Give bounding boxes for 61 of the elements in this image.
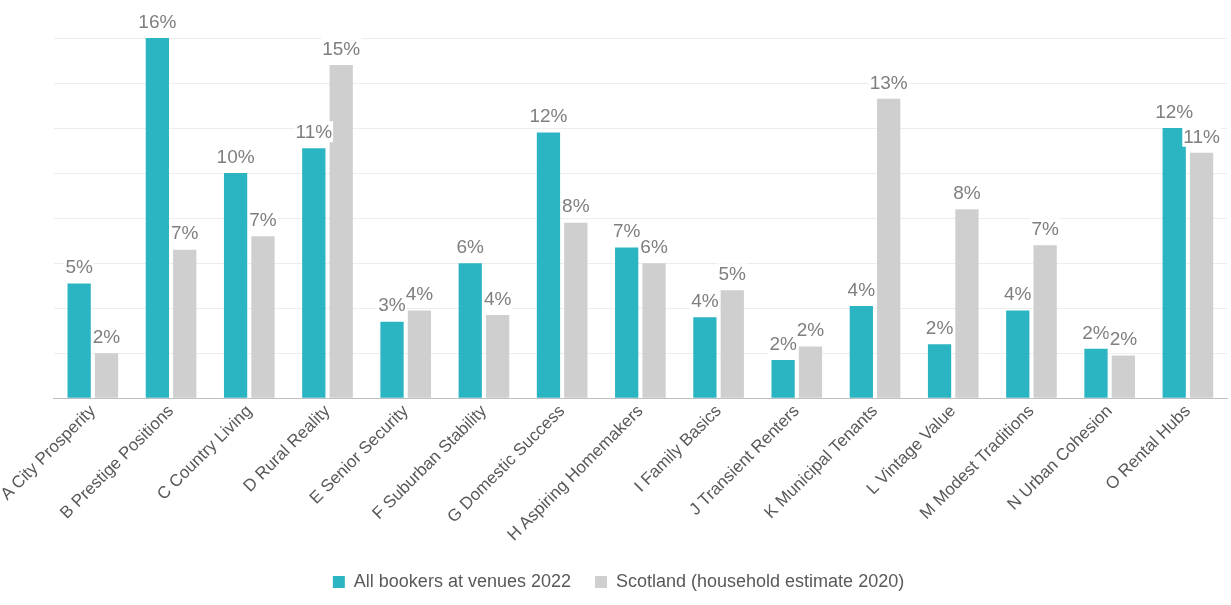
data-label: 4% (483, 287, 512, 309)
bar (94, 353, 119, 398)
bar (1189, 152, 1214, 398)
data-label: 13% (869, 71, 908, 93)
data-label: 12% (1155, 100, 1194, 122)
bar (1084, 348, 1108, 398)
bar (849, 305, 873, 398)
data-label: 12% (529, 105, 568, 127)
bar (798, 346, 823, 398)
data-label: 5% (65, 256, 93, 278)
bar (302, 148, 326, 398)
bar (485, 314, 510, 398)
data-label: 4% (1004, 283, 1032, 305)
data-label: 10% (216, 145, 255, 167)
bar (1111, 355, 1135, 398)
bar (877, 98, 901, 398)
bar (927, 344, 952, 398)
data-label: 2% (769, 332, 797, 354)
data-label: 2% (1082, 321, 1110, 343)
data-label: 6% (640, 235, 668, 257)
data-label: 2% (92, 326, 121, 348)
bar (536, 132, 561, 398)
bar (173, 249, 197, 398)
bar (615, 247, 639, 398)
data-label: 8% (562, 195, 590, 217)
data-label: 16% (138, 10, 177, 32)
bar (458, 263, 482, 398)
legend-label: All bookers at venues 2022 (353, 570, 571, 591)
bar (67, 283, 91, 398)
data-label: 8% (953, 181, 981, 203)
data-label: 11% (1183, 125, 1220, 147)
data-label: 7% (249, 208, 277, 230)
data-label: 7% (171, 222, 199, 244)
data-label: 15% (322, 37, 361, 59)
legend-label: Scotland (household estimate 2020) (615, 570, 905, 591)
data-label: 3% (378, 294, 406, 316)
data-label: 6% (456, 235, 485, 257)
data-label: 2% (925, 317, 954, 338)
data-label: 4% (847, 278, 876, 300)
data-label: 2% (1109, 328, 1138, 350)
data-label: 5% (718, 262, 747, 284)
bar (380, 321, 404, 398)
data-label: 4% (691, 289, 719, 311)
bar (145, 38, 170, 398)
data-label: 7% (1031, 217, 1059, 239)
data-label: 11% (295, 121, 333, 143)
bar (771, 360, 795, 398)
bar (1162, 128, 1186, 398)
bar (720, 290, 744, 398)
bar (1006, 310, 1030, 398)
bar (955, 209, 979, 398)
bar (407, 310, 432, 398)
bar (251, 236, 275, 398)
bar (693, 317, 717, 398)
bar (564, 222, 588, 398)
data-label: 7% (612, 220, 641, 242)
bar (642, 263, 666, 398)
bar (223, 173, 248, 398)
bar (1033, 245, 1057, 398)
data-label: 4% (405, 283, 434, 305)
data-label: 2% (796, 319, 825, 341)
